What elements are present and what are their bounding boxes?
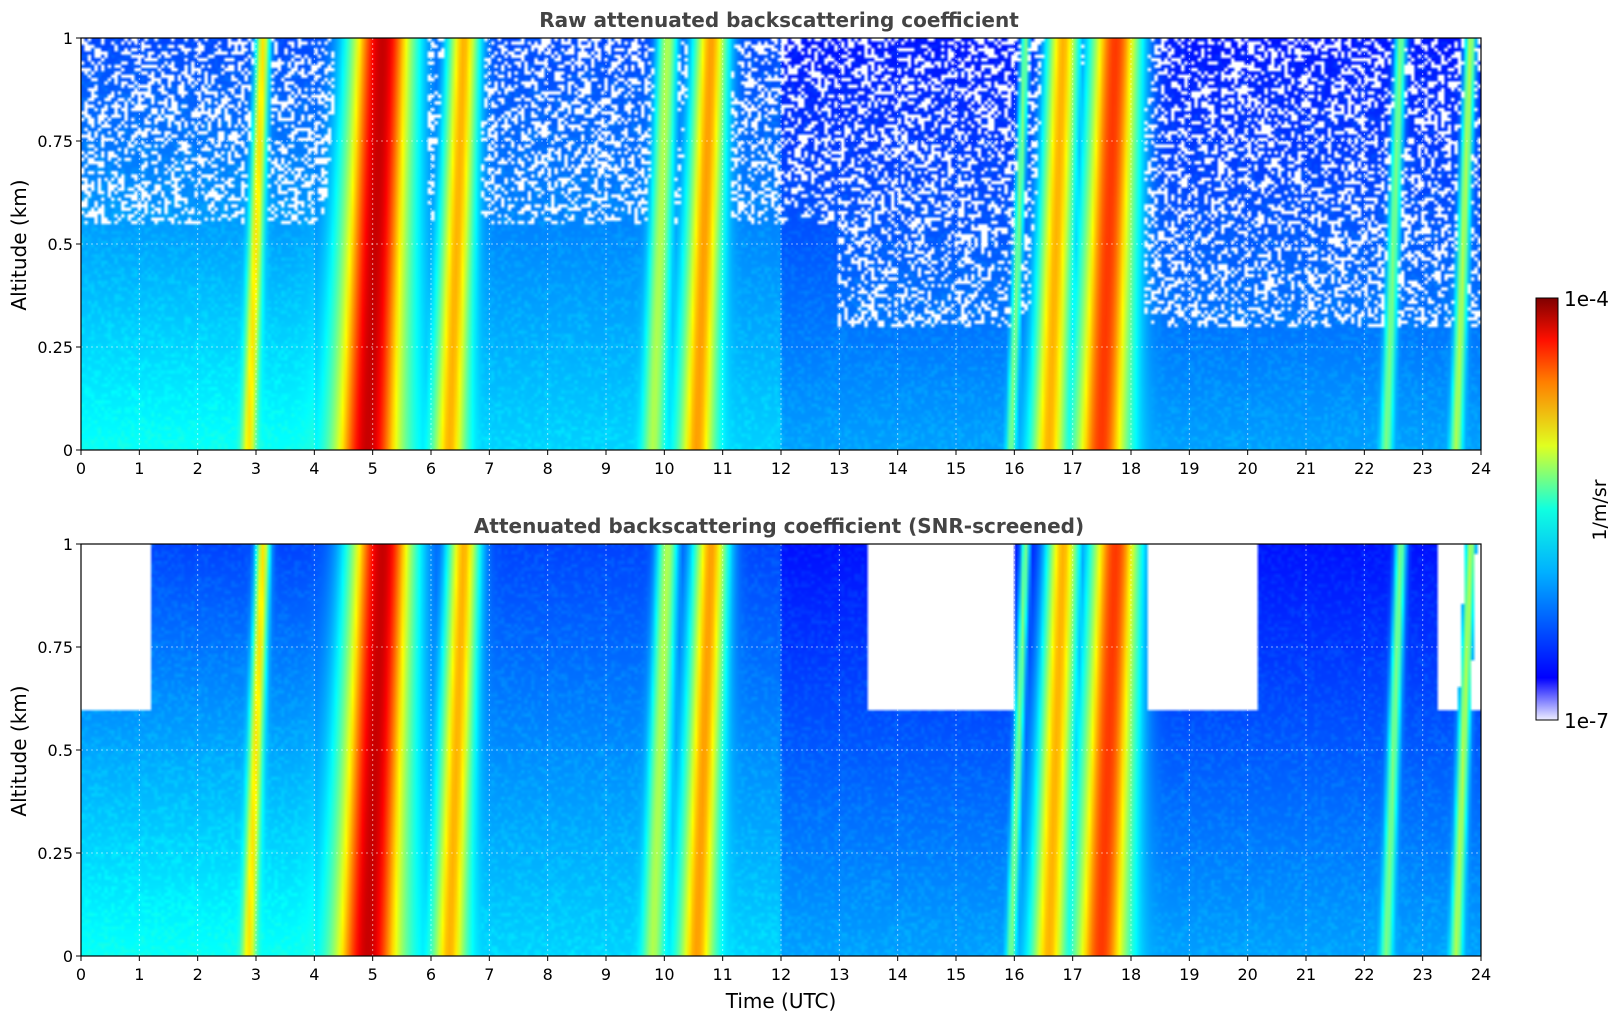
x-tick-label: 8 bbox=[543, 965, 553, 984]
y-tick-label: 0 bbox=[63, 947, 73, 966]
x-tick-label: 16 bbox=[1004, 965, 1024, 984]
y-tick-label: 0.5 bbox=[48, 741, 73, 760]
x-tick-label: 8 bbox=[543, 459, 553, 478]
x-tick-label: 1 bbox=[134, 459, 144, 478]
x-tick-label: 23 bbox=[1412, 459, 1432, 478]
colorbar-max-label: 1e-4 bbox=[1564, 287, 1609, 311]
y-tick-label: 0 bbox=[63, 441, 73, 460]
x-tick-label: 11 bbox=[712, 459, 732, 478]
x-tick-label: 5 bbox=[368, 459, 378, 478]
x-tick-label: 17 bbox=[1062, 965, 1082, 984]
top-panel-y-axis-label: Altitude (km) bbox=[7, 179, 31, 310]
x-tick-label: 15 bbox=[946, 459, 966, 478]
x-tick-label: 14 bbox=[887, 965, 907, 984]
x-tick-label: 3 bbox=[251, 459, 261, 478]
x-tick-label: 16 bbox=[1004, 459, 1024, 478]
x-tick-label: 12 bbox=[771, 459, 791, 478]
x-tick-label: 24 bbox=[1471, 965, 1491, 984]
x-tick-label: 7 bbox=[484, 459, 494, 478]
y-tick-label: 1 bbox=[63, 29, 73, 48]
x-tick-label: 18 bbox=[1121, 459, 1141, 478]
top-panel: Raw attenuated backscattering coefficien… bbox=[7, 8, 1491, 478]
x-tick-label: 22 bbox=[1354, 459, 1374, 478]
top-panel-title: Raw attenuated backscattering coefficien… bbox=[539, 8, 1019, 32]
x-tick-label: 12 bbox=[771, 965, 791, 984]
x-tick-label: 1 bbox=[134, 965, 144, 984]
x-tick-label: 24 bbox=[1471, 459, 1491, 478]
top-panel-y-ticks: 0 0.25 0.5 0.75 1 bbox=[37, 29, 81, 460]
x-tick-label: 20 bbox=[1237, 459, 1257, 478]
x-tick-label: 6 bbox=[426, 459, 436, 478]
colorbar: 1e-4 1e-7 1/m/sr bbox=[1535, 287, 1611, 733]
bottom-panel: Attenuated backscattering coefficient (S… bbox=[7, 514, 1491, 1013]
x-tick-label: 7 bbox=[484, 965, 494, 984]
x-tick-label: 10 bbox=[654, 965, 674, 984]
x-tick-label: 13 bbox=[829, 965, 849, 984]
x-tick-label: 14 bbox=[887, 459, 907, 478]
x-tick-label: 4 bbox=[309, 965, 319, 984]
x-tick-label: 6 bbox=[426, 965, 436, 984]
y-tick-label: 1 bbox=[63, 535, 73, 554]
x-tick-label: 11 bbox=[712, 965, 732, 984]
top-panel-grid bbox=[81, 38, 1481, 450]
colorbar-label: 1/m/sr bbox=[1589, 479, 1611, 540]
x-tick-label: 2 bbox=[193, 459, 203, 478]
y-tick-label: 0.25 bbox=[37, 338, 73, 357]
x-tick-label: 21 bbox=[1296, 965, 1316, 984]
colorbar-gradient bbox=[1535, 297, 1559, 721]
bottom-panel-y-axis-label: Altitude (km) bbox=[7, 685, 31, 816]
x-tick-label: 10 bbox=[654, 459, 674, 478]
y-tick-label: 0.5 bbox=[48, 235, 73, 254]
bottom-panel-title: Attenuated backscattering coefficient (S… bbox=[474, 514, 1084, 538]
x-tick-label: 19 bbox=[1179, 459, 1199, 478]
x-tick-label: 0 bbox=[76, 965, 86, 984]
x-tick-label: 9 bbox=[601, 459, 611, 478]
y-tick-label: 0.75 bbox=[37, 132, 73, 151]
x-tick-label: 15 bbox=[946, 965, 966, 984]
bottom-panel-x-axis-label: Time (UTC) bbox=[725, 989, 837, 1013]
x-tick-label: 5 bbox=[368, 965, 378, 984]
x-tick-label: 18 bbox=[1121, 965, 1141, 984]
bottom-panel-x-ticks: 0 1 2 3 4 5 6 7 8 9 10 11 12 13 14 15 16 17 18 19 20 21 22 23 24 bbox=[76, 956, 1491, 984]
x-tick-label: 22 bbox=[1354, 965, 1374, 984]
bottom-panel-y-ticks: 0 0.25 0.5 0.75 1 bbox=[37, 535, 81, 966]
x-tick-label: 13 bbox=[829, 459, 849, 478]
x-tick-label: 2 bbox=[193, 965, 203, 984]
y-tick-label: 0.25 bbox=[37, 844, 73, 863]
x-tick-label: 17 bbox=[1062, 459, 1082, 478]
x-tick-label: 20 bbox=[1237, 965, 1257, 984]
y-tick-label: 0.75 bbox=[37, 638, 73, 657]
x-tick-label: 21 bbox=[1296, 459, 1316, 478]
top-panel-x-ticks: 0 1 2 3 4 5 6 7 8 9 10 11 12 13 14 15 16 17 18 19 20 21 22 23 24 bbox=[76, 450, 1491, 478]
bottom-panel-grid bbox=[81, 544, 1481, 956]
x-tick-label: 3 bbox=[251, 965, 261, 984]
x-tick-label: 0 bbox=[76, 459, 86, 478]
x-tick-label: 19 bbox=[1179, 965, 1199, 984]
colorbar-min-label: 1e-7 bbox=[1564, 709, 1609, 733]
x-tick-label: 9 bbox=[601, 965, 611, 984]
x-tick-label: 23 bbox=[1412, 965, 1432, 984]
x-tick-label: 4 bbox=[309, 459, 319, 478]
